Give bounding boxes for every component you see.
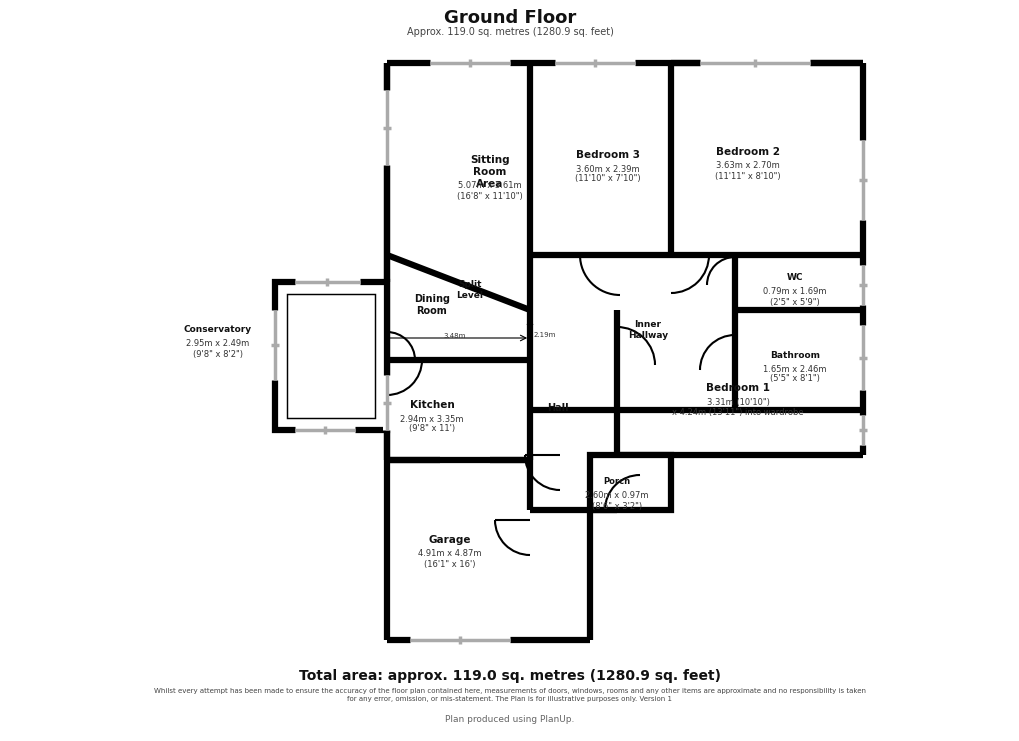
Text: Dining
Room: Dining Room <box>414 294 449 316</box>
Text: 4.91m x 4.87m: 4.91m x 4.87m <box>418 550 481 559</box>
Text: (9'8" x 8'2"): (9'8" x 8'2") <box>193 350 243 359</box>
Text: Approx. 119.0 sq. metres (1280.9 sq. feet): Approx. 119.0 sq. metres (1280.9 sq. fee… <box>407 27 612 37</box>
Text: Whilst every attempt has been made to ensure the accuracy of the floor plan cont: Whilst every attempt has been made to en… <box>154 688 865 702</box>
Text: 2.94m x 3.35m: 2.94m x 3.35m <box>399 414 464 424</box>
Text: Bedroom 3: Bedroom 3 <box>576 150 639 160</box>
Text: (5'5" x 8'1"): (5'5" x 8'1") <box>769 374 819 384</box>
Text: 3.63m x 2.70m: 3.63m x 2.70m <box>715 162 780 170</box>
Text: 3.48m: 3.48m <box>443 333 466 339</box>
Bar <box>286 294 375 418</box>
Text: Plan produced using PlanUp.: Plan produced using PlanUp. <box>445 716 574 725</box>
Bar <box>589 455 671 510</box>
Text: 5.07m x 3.61m: 5.07m x 3.61m <box>458 182 522 190</box>
Text: Kitchen: Kitchen <box>410 400 453 410</box>
Text: Ground Floor: Ground Floor <box>443 9 576 27</box>
Text: 2.60m x 0.97m: 2.60m x 0.97m <box>585 491 648 500</box>
Text: Hall: Hall <box>546 403 569 413</box>
Text: Conservatory: Conservatory <box>183 325 252 334</box>
Text: (9'8" x 11'): (9'8" x 11') <box>409 425 454 433</box>
Bar <box>275 282 386 430</box>
Text: (8'6" x 3'2"): (8'6" x 3'2") <box>591 502 641 511</box>
Text: Garage: Garage <box>428 535 471 545</box>
Text: Bedroom 1: Bedroom 1 <box>705 383 769 393</box>
Text: (16'8" x 11'10"): (16'8" x 11'10") <box>457 191 523 201</box>
Text: Sitting
Room
Area: Sitting Room Area <box>470 156 510 189</box>
Text: Total area: approx. 119.0 sq. metres (1280.9 sq. feet): Total area: approx. 119.0 sq. metres (12… <box>299 669 720 683</box>
Text: (11'11" x 8'10"): (11'11" x 8'10") <box>714 171 781 181</box>
Text: x 4.24m (13'11") into wardrobe: x 4.24m (13'11") into wardrobe <box>672 408 803 416</box>
Text: Split
Level: Split Level <box>457 280 483 299</box>
Text: WC: WC <box>786 273 803 282</box>
Text: Bedroom 2: Bedroom 2 <box>715 147 780 157</box>
Text: 0.79m x 1.69m: 0.79m x 1.69m <box>762 288 826 296</box>
Text: (16'1" x 16'): (16'1" x 16') <box>424 559 475 568</box>
Text: Porch: Porch <box>603 477 630 487</box>
Text: Inner
Hallway: Inner Hallway <box>628 320 667 339</box>
Text: 1.65m x 2.46m: 1.65m x 2.46m <box>762 365 826 373</box>
Text: (11'10" x 7'10"): (11'10" x 7'10") <box>575 174 640 184</box>
Text: 3.60m x 2.39m: 3.60m x 2.39m <box>576 165 639 173</box>
Text: (2'5" x 5'9"): (2'5" x 5'9") <box>769 297 819 307</box>
Text: Bathroom: Bathroom <box>769 350 819 359</box>
Text: 3.31m (10'10"): 3.31m (10'10") <box>706 397 768 407</box>
Text: 2.95m x 2.49m: 2.95m x 2.49m <box>186 339 250 348</box>
Text: 2.19m: 2.19m <box>534 332 555 338</box>
